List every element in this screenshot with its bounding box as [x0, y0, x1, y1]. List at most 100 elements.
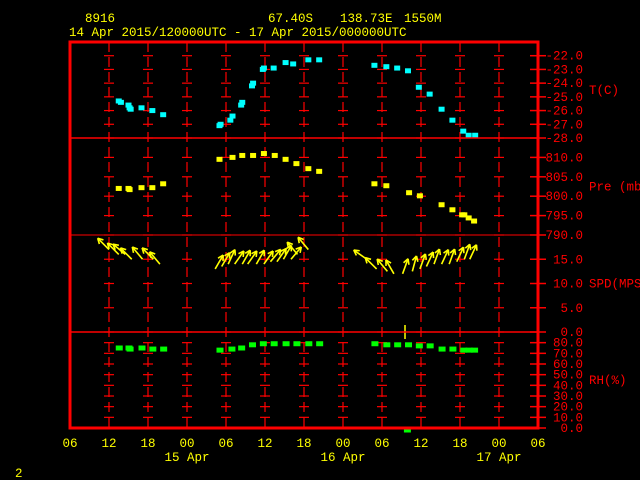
temp-point: [305, 57, 312, 63]
wind-arrow: [456, 246, 465, 263]
wind-arrow: [119, 247, 133, 260]
wind-arrow-head: [97, 237, 104, 241]
x-tick-label: 18: [296, 437, 311, 451]
pres-point: [383, 183, 390, 189]
rh-point: [138, 345, 146, 351]
wind-arrow: [255, 249, 266, 265]
wind-arrow-shaft: [276, 248, 287, 263]
wind-arrow: [148, 251, 161, 265]
rh-point: [449, 346, 457, 352]
rh-point: [394, 342, 402, 348]
wind-arrow-head: [284, 248, 287, 255]
wind-arrow-head: [267, 250, 274, 255]
temp-point: [438, 106, 445, 112]
wind-arrow-head: [453, 248, 457, 256]
wind-arrow-shaft: [106, 242, 120, 255]
wind-arrow-head: [251, 250, 258, 255]
y-tick-label: 30.0: [553, 390, 583, 404]
wind-arrow-head: [364, 257, 368, 264]
wind-arrow-head: [449, 248, 456, 254]
temp-point: [371, 62, 378, 68]
pres-point: [282, 156, 289, 162]
rh-point: [115, 345, 123, 351]
wind-arrow: [269, 248, 282, 263]
wind-arrow: [425, 251, 435, 267]
wind-arrow: [241, 249, 252, 265]
wind-arrow-head: [107, 242, 114, 246]
y-tick-label: 50.0: [553, 369, 583, 383]
temp-point: [238, 102, 245, 108]
wind-arrow-shaft: [456, 246, 465, 263]
wind-arrow-shaft: [282, 244, 293, 260]
wind-arrow-shaft: [419, 253, 427, 270]
y-tick-label: 80.0: [553, 337, 583, 351]
wind-arrow-head: [112, 243, 116, 250]
wind-arrow-head: [255, 250, 258, 258]
temp-point: [125, 102, 132, 108]
pres-point: [160, 181, 167, 187]
x-tick-label: 12: [101, 437, 116, 451]
temp-point: [415, 84, 422, 90]
wind-arrow-shaft: [131, 246, 144, 260]
x-date-label: 17 Apr: [476, 451, 521, 465]
wind-arrow-shaft: [448, 248, 456, 265]
wind-arrow-shaft: [149, 251, 161, 265]
wind-arrow: [112, 243, 126, 256]
x-tick-label: 12: [257, 437, 272, 451]
wind-arrow-head: [297, 236, 304, 241]
y-tick-label: 810.0: [545, 151, 583, 165]
wind-arrow-shaft: [297, 236, 309, 251]
wind-arrow-head: [120, 247, 127, 251]
panel-label-rh: RH(%): [589, 374, 627, 388]
pres-point: [216, 156, 223, 162]
wind-arrow-shaft: [97, 237, 110, 251]
rh-point: [249, 342, 256, 348]
wind-arrow-head: [96, 238, 101, 245]
wind-arrow: [96, 237, 110, 251]
wind-arrow-shaft: [411, 255, 418, 272]
wind-arrow-head: [353, 249, 358, 256]
wind-arrow-shaft: [247, 250, 258, 265]
wind-arrow-shaft: [469, 244, 478, 260]
wind-arrow: [297, 236, 309, 251]
wind-arrow-shaft: [385, 259, 395, 275]
wind-arrow-head: [471, 244, 477, 249]
wind-arrow-head: [443, 248, 449, 254]
wind-arrow-shaft: [376, 258, 389, 272]
pres-point: [406, 190, 413, 196]
rh-point: [465, 347, 473, 353]
wind-arrow-head: [242, 250, 245, 258]
wind-arrow: [469, 244, 478, 260]
wind-arrow-head: [420, 253, 426, 259]
wind-arrow: [276, 247, 287, 263]
axes: -22.0-23.0-24.0-25.0-26.0-27.0-28.0 T(C) 8…: [62, 40, 640, 465]
wind-arrow: [433, 248, 442, 265]
station-elevation: 1550M: [404, 12, 442, 26]
pres-point: [260, 151, 267, 157]
wind-arrow-head: [229, 248, 236, 254]
wind-arrow-head: [434, 248, 441, 254]
wind-arrow: [364, 256, 378, 270]
rh-point: [282, 341, 290, 347]
rh-point: [403, 427, 411, 433]
rh-point: [460, 347, 468, 353]
rh-point: [216, 347, 224, 353]
pres-point: [371, 181, 378, 187]
panel-label-pres: Pre (mb): [589, 181, 640, 195]
wind-arrow-head: [385, 259, 392, 264]
wind-arrow-head: [424, 253, 428, 260]
rh-point: [228, 346, 236, 352]
wind-arrow-shaft: [433, 248, 441, 265]
x-tick-label: 06: [62, 437, 77, 451]
panel-label-wind: SPD(MPS): [589, 278, 640, 292]
wind-arrow-shaft: [364, 257, 378, 270]
temp-point: [138, 105, 145, 111]
wind-arrow-head: [244, 249, 251, 255]
wind-arrow-head: [353, 249, 360, 252]
x-tick-label: 18: [140, 437, 155, 451]
wind-arrow-head: [411, 255, 418, 261]
temp-point: [460, 128, 467, 134]
wind-arrow-head: [280, 247, 287, 252]
y-tick-label: -26.0: [545, 105, 583, 119]
pres-point: [471, 218, 478, 224]
